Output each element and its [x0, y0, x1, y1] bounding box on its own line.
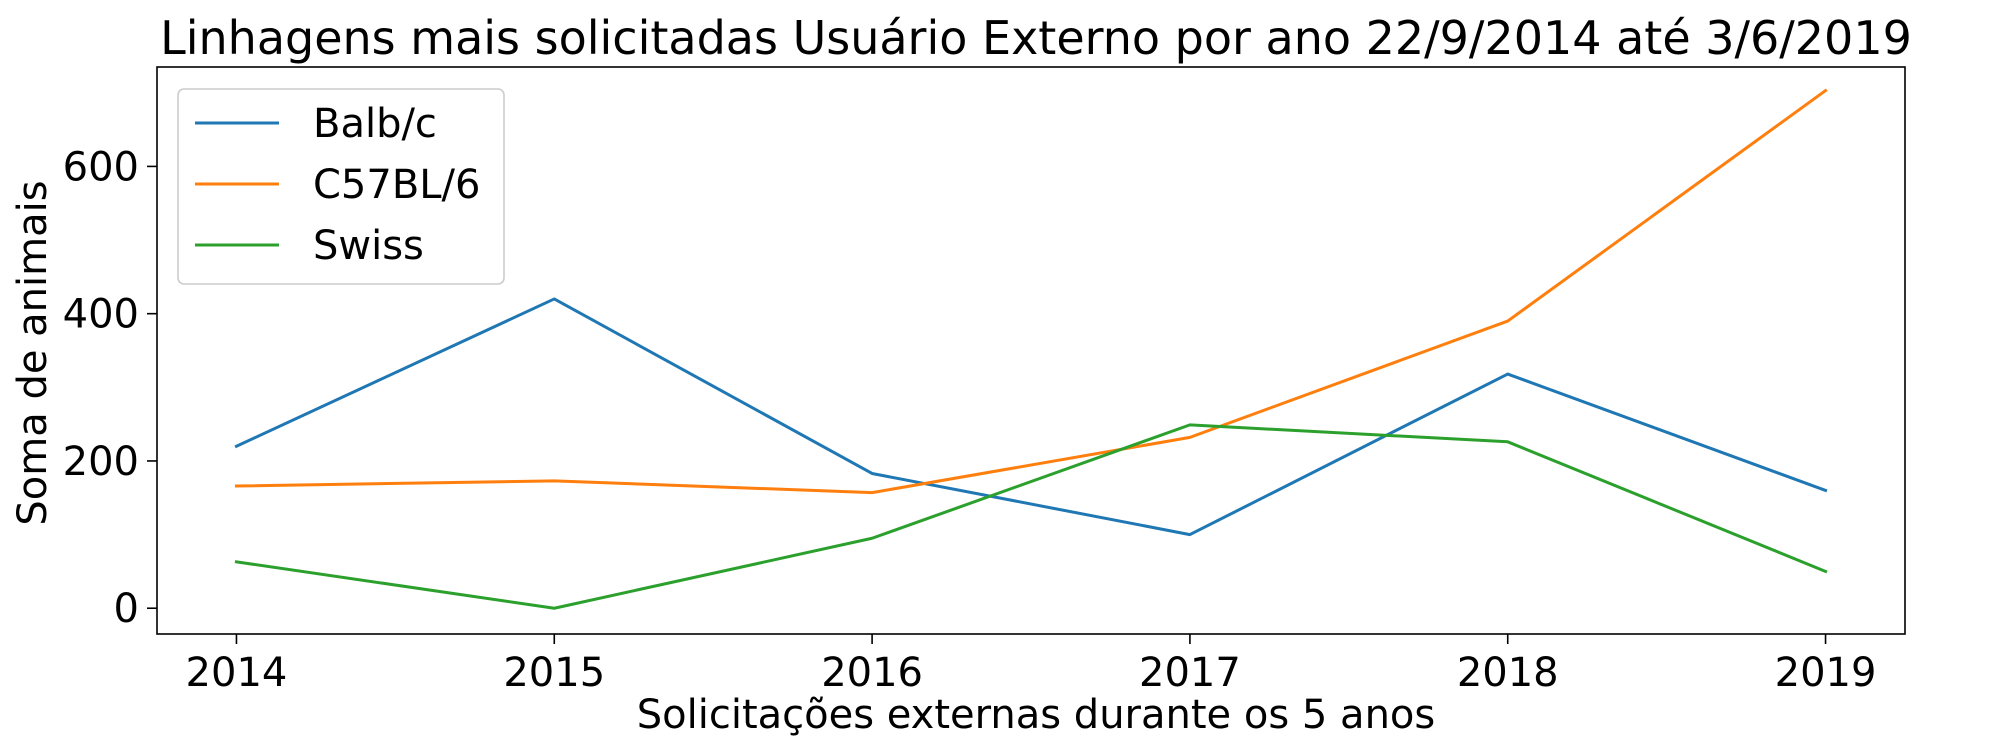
legend-label: C57BL/6 [313, 162, 480, 208]
plot-area: 2014 2015 2016 2017 2018 2019 0 200 400 600 [63, 66, 1906, 696]
x-tick-label: 2018 [1457, 650, 1559, 696]
legend-label: Swiss [313, 223, 424, 269]
x-tick-label: 2017 [1139, 650, 1241, 696]
chart-title: Linhagens mais solicitadas Usuário Exter… [160, 11, 1912, 65]
series-line-swiss [234, 423, 1828, 610]
x-tick-label: 2015 [503, 650, 605, 696]
y-tick-label: 400 [63, 292, 139, 338]
x-tick-label: 2019 [1775, 650, 1877, 696]
plot-frame [156, 66, 1906, 635]
y-axis-label: Soma de animais [10, 180, 56, 525]
series-line-c57bl-6 [234, 88, 1828, 495]
y-tick-label: 200 [63, 439, 139, 485]
x-axis-label: Solicitações externas durante os 5 anos [637, 692, 1435, 738]
series-line-balb-c [234, 297, 1828, 537]
x-tick-label: 2016 [821, 650, 923, 696]
y-tick-label: 600 [63, 144, 139, 190]
y-tick-label: 0 [114, 586, 139, 632]
legend-label: Balb/c [313, 101, 437, 147]
legend-box [177, 88, 505, 285]
legend: Balb/c C57BL/6 Swiss [177, 88, 505, 285]
x-tick-label: 2014 [186, 650, 288, 696]
